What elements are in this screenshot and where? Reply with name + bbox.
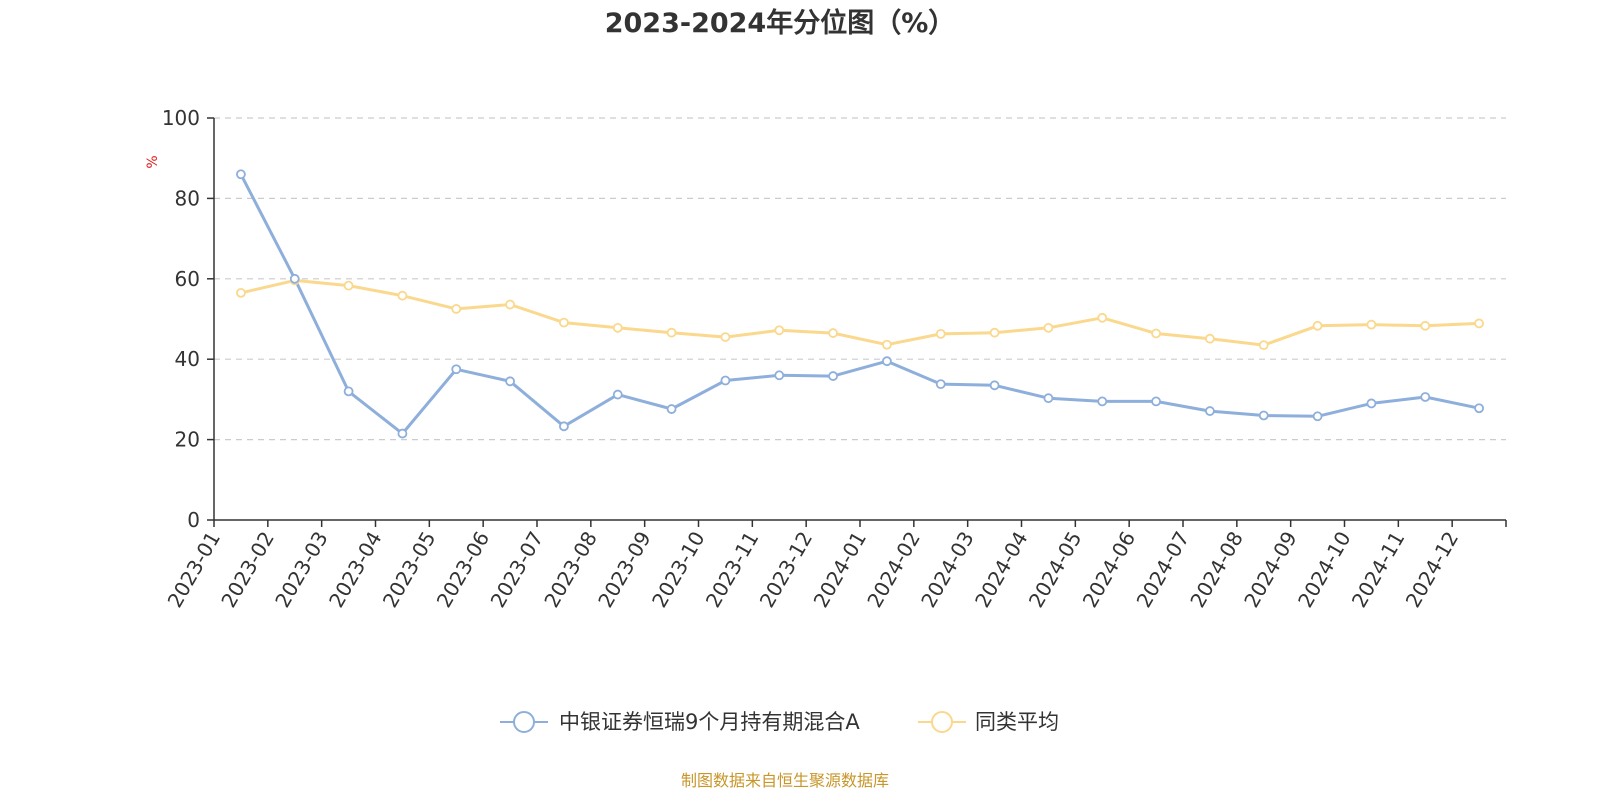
axes bbox=[207, 117, 1507, 527]
series-0-point bbox=[1205, 406, 1215, 416]
series-0-point bbox=[505, 376, 515, 387]
legend: 中银证券恒瑞9个月持有期混合A 同类平均 bbox=[500, 710, 1059, 734]
series-1-point bbox=[720, 332, 731, 342]
source-note: 制图数据来自恒生聚源数据库 bbox=[681, 771, 889, 790]
y-axis-label: % bbox=[145, 155, 161, 168]
series-1-point bbox=[505, 299, 515, 310]
series-0-point bbox=[559, 421, 569, 432]
series-1-point bbox=[1097, 312, 1108, 323]
series-0-point bbox=[774, 370, 785, 381]
legend-label-1: 同类平均 bbox=[975, 710, 1059, 734]
series-0-point bbox=[1366, 398, 1377, 409]
series-0-point bbox=[666, 404, 677, 414]
series-0-point bbox=[343, 386, 354, 397]
series-0-point bbox=[882, 356, 892, 367]
series-0-point bbox=[720, 375, 731, 386]
series-1-point bbox=[1312, 320, 1323, 331]
series-1-point bbox=[1474, 318, 1484, 329]
y-tick-label: 0 bbox=[187, 508, 200, 532]
y-tick-label: 80 bbox=[175, 186, 200, 210]
series-1-point bbox=[1420, 320, 1431, 331]
series-0-point bbox=[397, 428, 408, 439]
series-1-point bbox=[1258, 340, 1269, 351]
series-1-point bbox=[559, 317, 569, 328]
series-1-point bbox=[989, 327, 1000, 338]
series-0-point bbox=[989, 380, 1000, 391]
series-0-point bbox=[1043, 393, 1054, 404]
legend-marker-0 bbox=[513, 711, 535, 733]
series-1-point bbox=[828, 328, 838, 338]
series-0-point bbox=[1151, 396, 1161, 407]
series-line-1 bbox=[240, 278, 1480, 347]
series-0-point bbox=[236, 169, 246, 180]
chart-title: 2023-2024年分位图（%） bbox=[605, 7, 956, 39]
legend-label-0: 中银证券恒瑞9个月持有期混合A bbox=[559, 710, 860, 734]
series-1-point bbox=[666, 327, 677, 338]
series-1-point bbox=[236, 287, 246, 298]
series-1-point bbox=[774, 325, 785, 336]
series-0-point bbox=[1097, 396, 1108, 407]
series-0-point bbox=[451, 364, 462, 375]
series-line-0 bbox=[239, 173, 1480, 436]
series-1-point bbox=[451, 304, 462, 314]
x-tick-label: 2024-12 bbox=[1401, 527, 1464, 611]
series-0-point bbox=[828, 371, 838, 381]
grid-lines bbox=[214, 117, 1506, 441]
series-1-point bbox=[397, 290, 408, 301]
y-tick-label: 100 bbox=[162, 106, 200, 130]
x-tick-labels: 2023-012023-022023-032023-042023-052023-… bbox=[163, 527, 1464, 611]
series-0-point bbox=[935, 379, 946, 390]
series-1-point bbox=[343, 280, 354, 291]
series-0-point bbox=[289, 273, 300, 284]
y-tick-label: 20 bbox=[175, 428, 200, 452]
series-group bbox=[236, 169, 1484, 439]
series-0-point bbox=[612, 389, 623, 400]
y-tick-label: 40 bbox=[175, 347, 200, 371]
series-1-point bbox=[882, 339, 892, 350]
y-tick-label: 60 bbox=[175, 267, 200, 291]
series-0-point bbox=[1420, 392, 1431, 402]
series-1-point bbox=[1151, 328, 1161, 339]
series-0-point bbox=[1312, 411, 1323, 422]
y-tick-labels: 0 20 40 60 80 100 bbox=[162, 106, 200, 532]
series-1-point bbox=[1366, 319, 1377, 330]
series-0-point bbox=[1474, 403, 1484, 414]
series-1-point bbox=[1205, 333, 1215, 344]
series-1-point bbox=[612, 322, 623, 333]
series-1-point bbox=[1043, 322, 1054, 333]
legend-marker-1 bbox=[931, 711, 953, 733]
series-1-point bbox=[935, 328, 946, 339]
series-0-point bbox=[1258, 410, 1269, 421]
